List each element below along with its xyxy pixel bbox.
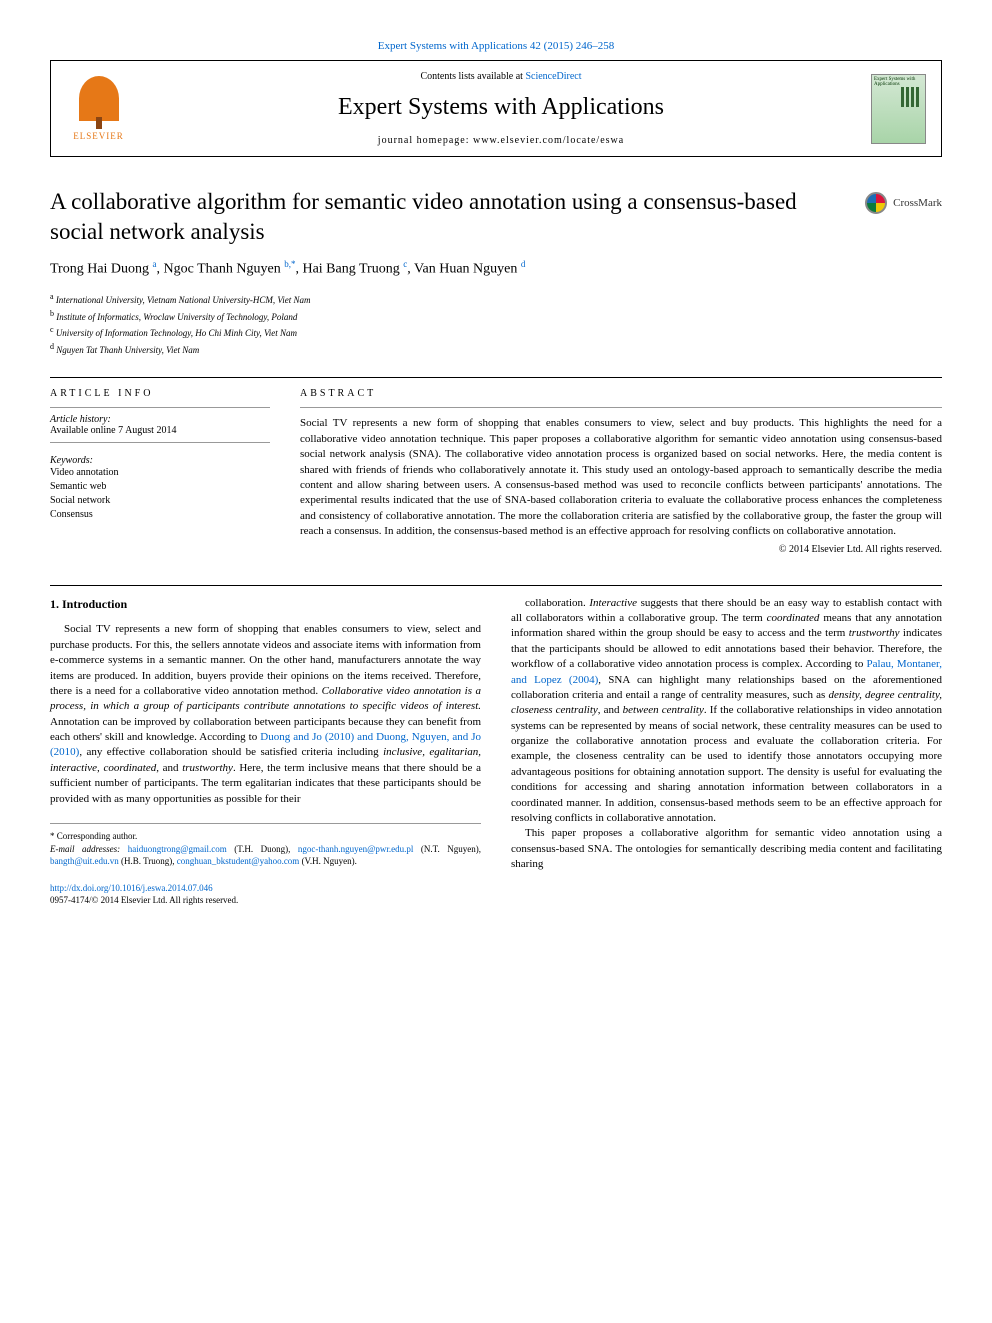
abstract-copyright: © 2014 Elsevier Ltd. All rights reserved…: [300, 544, 942, 555]
divider: [50, 585, 942, 586]
keyword: Video annotation: [50, 466, 270, 480]
homepage-prefix: journal homepage:: [378, 135, 473, 146]
affiliations: a International University, Vietnam Nati…: [50, 291, 942, 357]
body-paragraph: This paper proposes a collaborative algo…: [511, 826, 942, 872]
contents-prefix: Contents lists available at: [420, 71, 525, 82]
keywords-label: Keywords:: [50, 455, 270, 466]
keyword: Consensus: [50, 508, 270, 522]
doi-link[interactable]: http://dx.doi.org/10.1016/j.eswa.2014.07…: [50, 882, 481, 895]
crossmark-icon: [865, 192, 887, 214]
abstract-label: ABSTRACT: [300, 388, 942, 399]
column-left: 1. Introduction Social TV represents a n…: [50, 596, 481, 907]
article-info-label: ARTICLE INFO: [50, 388, 270, 399]
section-heading: 1. Introduction: [50, 596, 481, 613]
homepage-url[interactable]: www.elsevier.com/locate/eswa: [473, 135, 624, 146]
info-divider: [300, 407, 942, 408]
body-paragraph: collaboration. Interactive suggests that…: [511, 596, 942, 827]
divider: [50, 377, 942, 378]
email-addresses: E-mail addresses: haiduongtrong@gmail.co…: [50, 843, 481, 868]
abstract: ABSTRACT Social TV represents a new form…: [300, 388, 942, 554]
journal-homepage: journal homepage: www.elsevier.com/locat…: [131, 135, 871, 146]
history-value: Available online 7 August 2014: [50, 425, 270, 436]
crossmark-badge[interactable]: CrossMark: [865, 192, 942, 214]
elsevier-logo: ELSEVIER: [66, 74, 131, 144]
corresponding-author: * Corresponding author.: [50, 830, 481, 843]
footnotes: * Corresponding author. E-mail addresses…: [50, 823, 481, 868]
journal-reference: Expert Systems with Applications 42 (201…: [50, 40, 942, 52]
elsevier-tree-icon: [79, 76, 119, 121]
journal-name: Expert Systems with Applications: [131, 94, 871, 121]
cover-text: Expert Systems with Applications: [874, 77, 915, 87]
article-info: ARTICLE INFO Article history: Available …: [50, 388, 270, 554]
info-divider: [50, 407, 270, 408]
contents-line: Contents lists available at ScienceDirec…: [131, 71, 871, 82]
elsevier-label: ELSEVIER: [73, 131, 124, 141]
history-label: Article history:: [50, 414, 270, 425]
info-divider: [50, 442, 270, 443]
body-paragraph: Social TV represents a new form of shopp…: [50, 622, 481, 807]
keyword: Social network: [50, 494, 270, 508]
column-right: collaboration. Interactive suggests that…: [511, 596, 942, 907]
cover-bars-icon: [901, 87, 921, 107]
crossmark-label: CrossMark: [893, 197, 942, 209]
article-title: A collaborative algorithm for semantic v…: [50, 187, 845, 247]
issn-copyright: 0957-4174/© 2014 Elsevier Ltd. All right…: [50, 894, 481, 907]
journal-cover-thumbnail: Expert Systems with Applications: [871, 74, 926, 144]
authors: Trong Hai Duong a, Ngoc Thanh Nguyen b,*…: [50, 259, 942, 278]
keyword: Semantic web: [50, 480, 270, 494]
page-footer: http://dx.doi.org/10.1016/j.eswa.2014.07…: [50, 882, 481, 907]
body-columns: 1. Introduction Social TV represents a n…: [50, 596, 942, 907]
abstract-text: Social TV represents a new form of shopp…: [300, 416, 942, 539]
journal-header: ELSEVIER Contents lists available at Sci…: [50, 60, 942, 157]
sciencedirect-link[interactable]: ScienceDirect: [525, 71, 581, 82]
